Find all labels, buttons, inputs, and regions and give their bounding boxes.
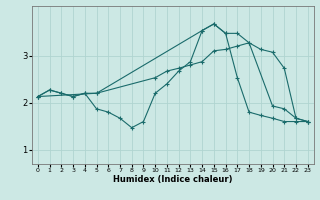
- X-axis label: Humidex (Indice chaleur): Humidex (Indice chaleur): [113, 175, 233, 184]
